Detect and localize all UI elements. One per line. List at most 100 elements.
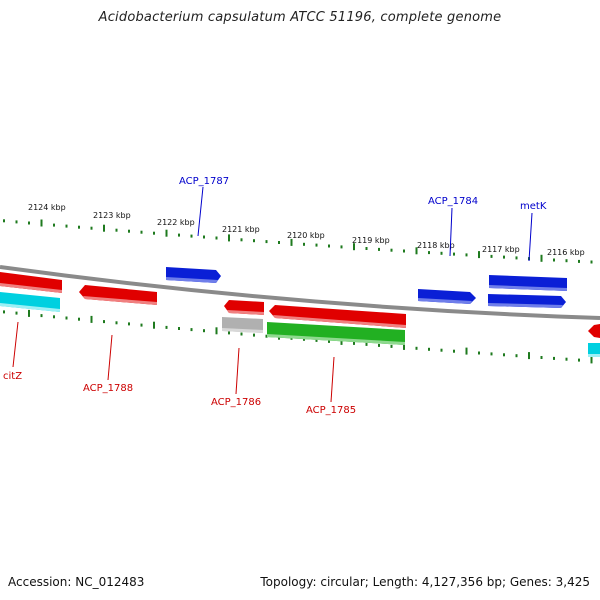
reverse-strand-genes: [0, 272, 600, 357]
minor-tick: [378, 247, 380, 251]
scale-label: 2124 kbp: [28, 203, 66, 212]
forward-strand-genes: [166, 267, 567, 308]
minor-tick: [215, 236, 218, 240]
scale-label: 2119 kbp: [352, 236, 390, 245]
minor-tick: [490, 352, 493, 356]
minor-tick: [453, 349, 455, 353]
major-tick: [478, 251, 480, 259]
minor-tick: [178, 233, 180, 237]
gene-blue-unlabeled[interactable]: [488, 294, 566, 308]
minor-tick: [478, 351, 480, 355]
minor-tick: [553, 356, 555, 360]
minor-tick: [578, 358, 580, 362]
gene-label-acp-1785[interactable]: ACP_1785: [306, 405, 356, 416]
minor-tick: [315, 338, 318, 342]
minor-tick: [178, 327, 180, 330]
connector-acp-1784: [449, 207, 453, 257]
minor-tick: [565, 259, 568, 263]
minor-tick: [115, 321, 118, 325]
minor-tick: [415, 346, 418, 350]
minor-tick: [190, 328, 193, 332]
outer-tick-track: [3, 219, 593, 264]
major-tick: [215, 327, 218, 335]
minor-tick: [165, 325, 168, 329]
gene-acp-1785-green[interactable]: [267, 322, 405, 345]
connector-acp-1786: [235, 347, 240, 395]
minor-tick: [503, 255, 505, 259]
gene-acp-1786[interactable]: [224, 300, 264, 315]
minor-tick: [3, 310, 5, 314]
minor-tick: [78, 225, 80, 229]
minor-tick: [265, 240, 268, 244]
minor-tick: [53, 315, 55, 319]
gene-acp-1785[interactable]: [269, 305, 406, 328]
genome-summary-text: Topology: circular; Length: 4,127,356 bp…: [260, 575, 590, 589]
major-tick: [153, 321, 155, 329]
minor-tick: [103, 320, 105, 324]
scale-label: 2117 kbp: [482, 245, 520, 254]
gene-acp-1786-gray[interactable]: [222, 317, 263, 333]
major-tick: [165, 229, 168, 237]
major-tick: [528, 352, 530, 360]
gene-acp-1787[interactable]: [166, 267, 221, 283]
minor-tick: [203, 235, 205, 239]
gene-acp-1788[interactable]: [79, 285, 157, 305]
minor-tick: [315, 243, 318, 247]
major-tick: [90, 315, 93, 323]
scale-label: 2118 kbp: [417, 241, 455, 250]
minor-tick: [140, 230, 143, 234]
minor-tick: [365, 342, 368, 346]
minor-tick: [78, 317, 80, 321]
minor-tick: [65, 316, 68, 320]
minor-tick: [203, 329, 205, 333]
minor-tick: [440, 348, 443, 352]
connector-acp-1788: [107, 334, 113, 381]
gene-label-acp-1788[interactable]: ACP_1788: [83, 383, 133, 394]
minor-tick: [53, 223, 55, 227]
minor-tick: [253, 239, 255, 243]
major-tick: [228, 234, 230, 242]
major-tick: [103, 224, 105, 232]
minor-tick: [590, 260, 593, 264]
minor-tick: [428, 347, 430, 351]
minor-tick: [365, 247, 368, 250]
minor-tick: [240, 238, 243, 242]
gene-citz-cyan[interactable]: [0, 292, 60, 312]
major-tick: [353, 243, 355, 251]
minor-tick: [503, 353, 505, 357]
minor-tick: [440, 251, 443, 255]
accession-text: Accession: NC_012483: [8, 575, 145, 589]
gene-right-cyan[interactable]: [588, 343, 600, 357]
minor-tick: [278, 241, 280, 244]
minor-tick: [328, 339, 330, 343]
minor-tick: [153, 231, 155, 235]
scale-label: 2122 kbp: [157, 218, 195, 227]
scale-label: 2121 kbp: [222, 225, 260, 234]
minor-tick: [553, 258, 555, 262]
gene-label-acp-1787[interactable]: ACP_1787: [179, 176, 229, 187]
connector-metk: [528, 212, 533, 262]
minor-tick: [540, 356, 543, 359]
gene-label-acp-1786[interactable]: ACP_1786: [211, 397, 261, 408]
label-connectors: [12, 186, 533, 403]
genome-backbone: [0, 265, 600, 320]
gene-citz-red[interactable]: [0, 272, 62, 293]
gene-label-citz[interactable]: citZ: [3, 371, 22, 382]
minor-tick: [115, 228, 118, 232]
minor-tick: [240, 332, 243, 336]
minor-tick: [578, 259, 580, 263]
gene-label-acp-1784[interactable]: ACP_1784: [428, 196, 478, 207]
gene-right-red[interactable]: [588, 324, 600, 338]
minor-tick: [128, 322, 130, 326]
minor-tick: [128, 229, 130, 233]
connector-citz: [12, 321, 19, 368]
gene-metk[interactable]: [489, 275, 567, 291]
gene-acp-1784[interactable]: [418, 289, 476, 304]
gene-label-metk[interactable]: metK: [520, 201, 547, 212]
genome-title: Acidobacterium capsulatum ATCC 51196, co…: [98, 10, 502, 25]
major-tick: [465, 347, 468, 355]
major-tick: [28, 309, 30, 317]
major-tick: [590, 356, 593, 364]
